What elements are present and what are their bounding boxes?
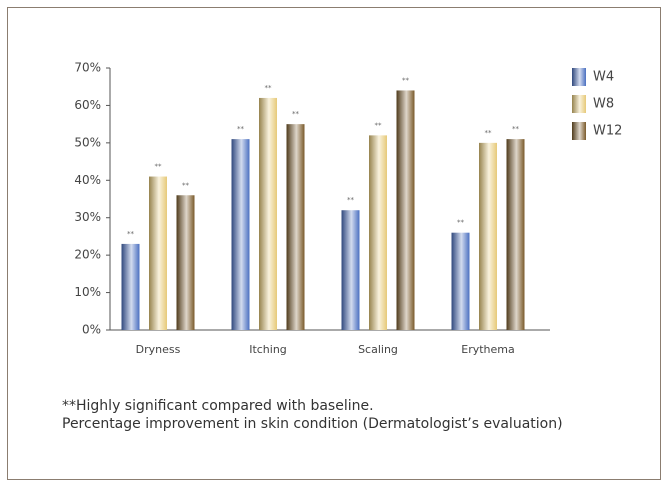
x-tick-label: Erythema <box>461 343 515 356</box>
bar <box>451 232 470 330</box>
bar <box>286 124 305 331</box>
y-tick-label: 50% <box>74 135 101 149</box>
bar <box>506 139 525 330</box>
legend-label: W4 <box>593 70 614 85</box>
y-tick-label: 0% <box>82 323 101 337</box>
significance-label: ** <box>512 125 520 133</box>
legend-label: W8 <box>593 97 614 112</box>
y-tick-label: 70% <box>74 61 101 75</box>
significance-label: ** <box>265 84 273 92</box>
bar <box>259 97 277 330</box>
x-tick-label: Itching <box>249 343 287 356</box>
significance-label: ** <box>292 110 300 118</box>
y-tick-label: 40% <box>74 173 101 187</box>
y-tick-label: 10% <box>74 285 101 299</box>
bar <box>369 135 387 330</box>
significance-label: ** <box>347 196 355 204</box>
bar <box>176 195 195 330</box>
significance-label: ** <box>402 76 410 84</box>
bar <box>479 142 497 330</box>
frame <box>7 7 661 480</box>
bar <box>121 243 140 330</box>
legend-swatch <box>572 68 586 86</box>
legend-swatch <box>572 122 586 140</box>
y-tick-label: 30% <box>74 210 101 224</box>
x-tick-label: Dryness <box>136 343 181 356</box>
significance-label: ** <box>182 181 190 189</box>
significance-label: ** <box>155 163 163 171</box>
legend-label: W12 <box>593 124 622 139</box>
caption: Percentage improvement in skin condition… <box>62 416 563 432</box>
significance-label: ** <box>375 121 383 129</box>
significance-label: ** <box>457 219 465 227</box>
legend-swatch <box>572 95 586 113</box>
significance-label: ** <box>127 230 135 238</box>
x-tick-label: Scaling <box>358 343 398 356</box>
bar <box>149 176 167 330</box>
bar <box>341 210 360 330</box>
significance-label: ** <box>237 125 245 133</box>
y-tick-label: 20% <box>74 248 101 262</box>
significance-label: ** <box>485 129 493 137</box>
bar <box>396 90 415 330</box>
footnote: **Highly significant compared with basel… <box>62 398 374 414</box>
y-tick-label: 60% <box>74 98 101 112</box>
bar <box>231 139 250 330</box>
